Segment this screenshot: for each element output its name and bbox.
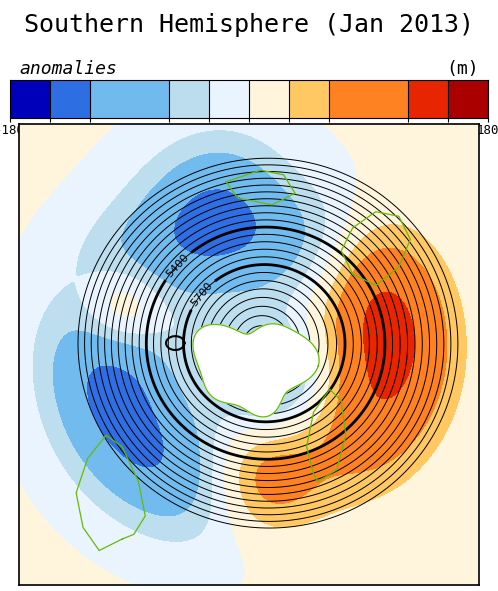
- Text: (m): (m): [446, 60, 479, 78]
- Text: anomalies: anomalies: [19, 60, 118, 78]
- Polygon shape: [193, 324, 319, 417]
- Text: Southern Hemisphere (Jan 2013): Southern Hemisphere (Jan 2013): [24, 14, 474, 37]
- Text: 5700: 5700: [189, 280, 214, 308]
- Text: 5400: 5400: [164, 252, 191, 279]
